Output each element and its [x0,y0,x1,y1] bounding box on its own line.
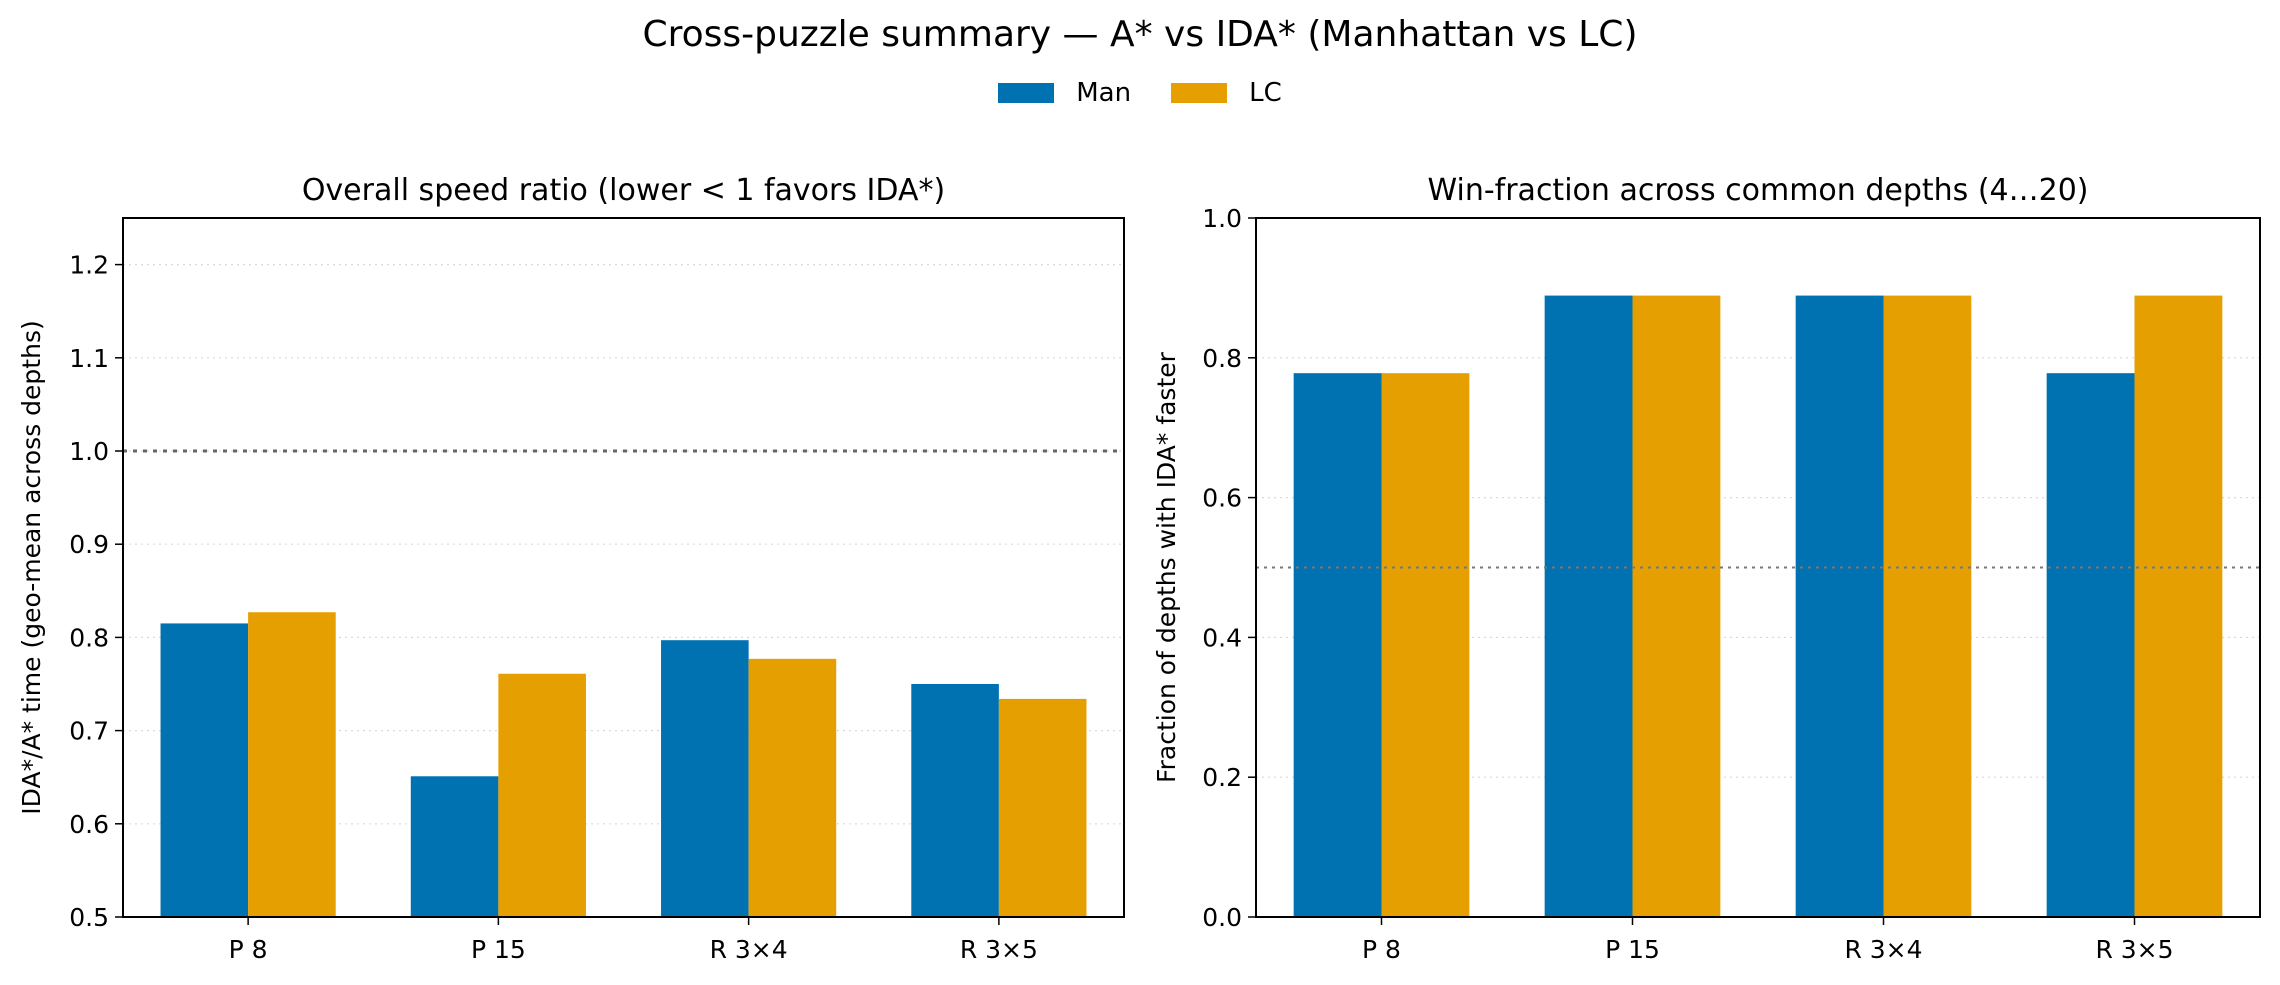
y-tick-label: 1.1 [69,344,109,373]
y-tick-label: 0.7 [69,717,109,746]
bar-man-2 [1795,295,1884,917]
bar-man-1 [1544,295,1633,917]
y-axis-label: IDA*/A* time (geo-mean across depths) [17,320,46,814]
x-tick-label: R 3×4 [1844,935,1922,964]
x-tick-label: P 8 [229,935,268,964]
bar-lc-2 [748,658,837,917]
x-tick-label: R 3×5 [2095,935,2173,964]
x-tick-label: R 3×4 [710,935,788,964]
y-tick-label: 1.0 [1202,204,1242,233]
y-tick-label: 0.2 [1202,763,1242,792]
legend: Man LC [0,78,2280,108]
bar-man-3 [2046,373,2135,918]
figure-title: Cross-puzzle summary — A* vs IDA* (Manha… [642,14,1638,55]
y-tick-label: 0.6 [69,810,109,839]
y-tick-label: 0.5 [69,903,109,932]
y-axis-label: Fraction of depths with IDA* faster [1152,351,1181,783]
x-tick-label: P 15 [471,935,526,964]
bar-man-3 [911,684,999,917]
chart-title: Overall speed ratio (lower < 1 favors ID… [302,173,945,208]
chart-win-fraction: P 8 P 15 R 3×4 R 3×5 0.0 0.2 0.4 0.6 0.8 1.0 Win-f… [1152,173,2261,964]
x-tick-label: R 3×5 [960,935,1038,964]
chart-speed-ratio: P 8 P 15 R 3×4 R 3×5 0.5 0.6 0.7 0.8 0.9 1.0 1.1 1.… [17,173,1125,964]
bar-lc-3 [998,698,1087,917]
y-tick-label: 0.6 [1202,484,1242,513]
legend-swatch-man [998,83,1055,103]
y-tick-label: 1.0 [69,437,109,466]
y-tick-label: 1.2 [69,251,109,280]
bar-man-1 [410,776,499,917]
bar-man-0 [1293,373,1382,918]
x-tick-label: P 15 [1605,935,1660,964]
legend-label-man: Man [1076,78,1132,108]
bar-lc-2 [1883,295,1972,917]
y-tick-label: 0.0 [1202,903,1242,932]
bar-lc-1 [498,673,586,917]
bar-lc-0 [248,612,336,917]
legend-item-lc: LC [1171,78,1282,108]
bar-man-2 [661,640,749,917]
chart-title: Win-fraction across common depths (4…20) [1427,173,2088,208]
plot-frame [1255,217,2261,918]
x-tick-label: P 8 [1362,935,1401,964]
legend-swatch-lc [1171,83,1228,103]
y-tick-label: 0.4 [1202,623,1242,652]
legend-item-man: Man [998,78,1131,108]
legend-label-lc: LC [1249,78,1282,108]
bar-man-0 [160,623,249,917]
y-tick-label: 0.8 [1202,344,1242,373]
plot-frame [122,217,1125,918]
bar-lc-3 [2134,295,2223,917]
y-tick-label: 0.9 [69,530,109,559]
y-tick-label: 0.8 [69,623,109,652]
bar-lc-1 [1632,295,1721,917]
bar-lc-0 [1381,373,1470,918]
